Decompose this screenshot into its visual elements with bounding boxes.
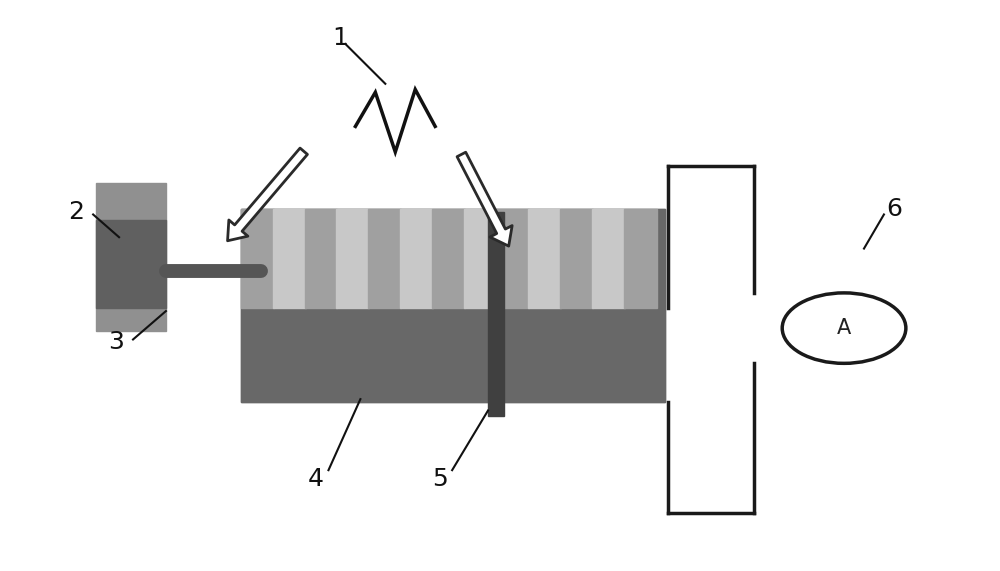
Text: 1: 1 xyxy=(333,26,348,50)
Bar xyxy=(592,209,625,308)
Text: 6: 6 xyxy=(886,197,902,221)
Text: 3: 3 xyxy=(108,330,124,355)
Text: 5: 5 xyxy=(432,467,448,490)
Bar xyxy=(560,209,593,308)
Bar xyxy=(400,209,433,308)
FancyArrowPatch shape xyxy=(457,152,512,246)
Text: 2: 2 xyxy=(68,200,84,224)
Bar xyxy=(273,209,306,308)
FancyArrowPatch shape xyxy=(228,148,307,241)
Bar xyxy=(432,209,465,308)
Text: A: A xyxy=(837,318,851,338)
Bar xyxy=(96,183,166,331)
Text: 4: 4 xyxy=(308,467,324,490)
Bar xyxy=(241,209,274,308)
Bar xyxy=(528,209,561,308)
Bar xyxy=(624,209,657,308)
Bar xyxy=(488,212,504,416)
Bar xyxy=(241,209,665,402)
Bar xyxy=(496,209,529,308)
Bar xyxy=(368,209,401,308)
Bar xyxy=(305,209,337,308)
Bar xyxy=(464,209,497,308)
Circle shape xyxy=(782,293,906,363)
Bar xyxy=(336,209,369,308)
Bar xyxy=(96,220,166,308)
Bar xyxy=(241,209,665,402)
